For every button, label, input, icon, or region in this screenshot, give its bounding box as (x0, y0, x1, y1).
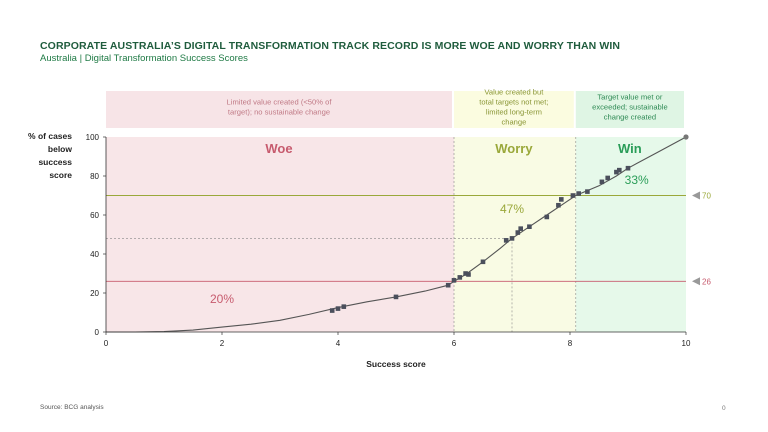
data-point (515, 230, 521, 235)
zone-layer (106, 91, 686, 332)
data-point (466, 272, 471, 277)
reference-lines (106, 137, 700, 332)
data-point (509, 236, 515, 241)
data-point (341, 304, 347, 309)
x-tick-label: 0 (104, 339, 109, 348)
data-point (559, 197, 564, 202)
zone-description-worry: Value created but total targets not met; l… (479, 88, 548, 127)
zone-band-worry (454, 137, 576, 332)
data-point (570, 193, 576, 198)
data-point (576, 191, 581, 196)
zone-description-win: Target value met or exceeded; sustainable… (592, 93, 668, 122)
y-tick-label: 80 (90, 172, 99, 181)
data-point (518, 226, 523, 231)
reference-label-70: 70 (702, 192, 711, 201)
zone-header-win (575, 91, 684, 128)
y-tick-label: 20 (90, 289, 99, 298)
zone-name-win: Win (618, 141, 642, 156)
source-note: Source: BCG analysis (40, 404, 104, 411)
reference-arrow-70 (692, 191, 700, 200)
y-tick-label: 0 (95, 328, 100, 337)
data-point (335, 306, 341, 311)
zone-band-win (575, 137, 686, 332)
data-point (393, 294, 399, 300)
data-point (605, 175, 610, 181)
data-point (329, 308, 335, 313)
x-tick-label: 10 (682, 339, 691, 348)
zone-description-woe: Limited value created (<50% of target); n… (227, 98, 333, 117)
reference-label-26: 26 (702, 277, 711, 286)
zone-header-woe (106, 91, 452, 128)
label-layer: Limited value created (<50% of target); n… (210, 88, 711, 306)
data-point (585, 189, 590, 194)
data-point (503, 238, 509, 243)
data-point (625, 165, 631, 171)
data-point (527, 224, 532, 229)
zone-header-worry (454, 91, 574, 128)
reference-arrow-26 (692, 277, 700, 286)
y-tick-label: 60 (90, 211, 99, 220)
zone-share-woe: 20% (210, 292, 234, 306)
x-tick-label: 2 (220, 339, 225, 348)
x-tick-label: 8 (568, 339, 573, 348)
data-point (599, 179, 605, 185)
data-point (457, 275, 463, 280)
zone-name-worry: Worry (495, 141, 533, 156)
data-point (617, 167, 622, 173)
slide-title: CORPORATE AUSTRALIA’S DIGITAL TRANSFORMA… (40, 40, 621, 52)
y-axis-title: % of cases below success score (28, 131, 72, 180)
data-point (451, 278, 457, 283)
data-point (463, 271, 468, 276)
x-tick-label: 4 (336, 339, 341, 348)
x-axis-title: Success score (366, 359, 426, 369)
zone-band-woe (106, 137, 454, 332)
page-number: 0 (722, 405, 726, 412)
data-point (445, 282, 451, 288)
data-point (614, 169, 619, 175)
x-tick-label: 6 (452, 339, 457, 348)
curve-endpoint (683, 134, 689, 140)
data-point (480, 259, 486, 265)
y-tick-label: 100 (86, 133, 100, 142)
curve-layer (106, 134, 689, 333)
slide-subtitle: Australia | Digital Transformation Succe… (40, 53, 248, 64)
zone-name-woe: Woe (265, 141, 292, 156)
data-point (556, 202, 561, 208)
y-tick-label: 40 (90, 250, 99, 259)
zone-share-worry: 47% (500, 202, 524, 216)
data-point (544, 214, 550, 220)
zone-share-win: 33% (625, 173, 649, 187)
